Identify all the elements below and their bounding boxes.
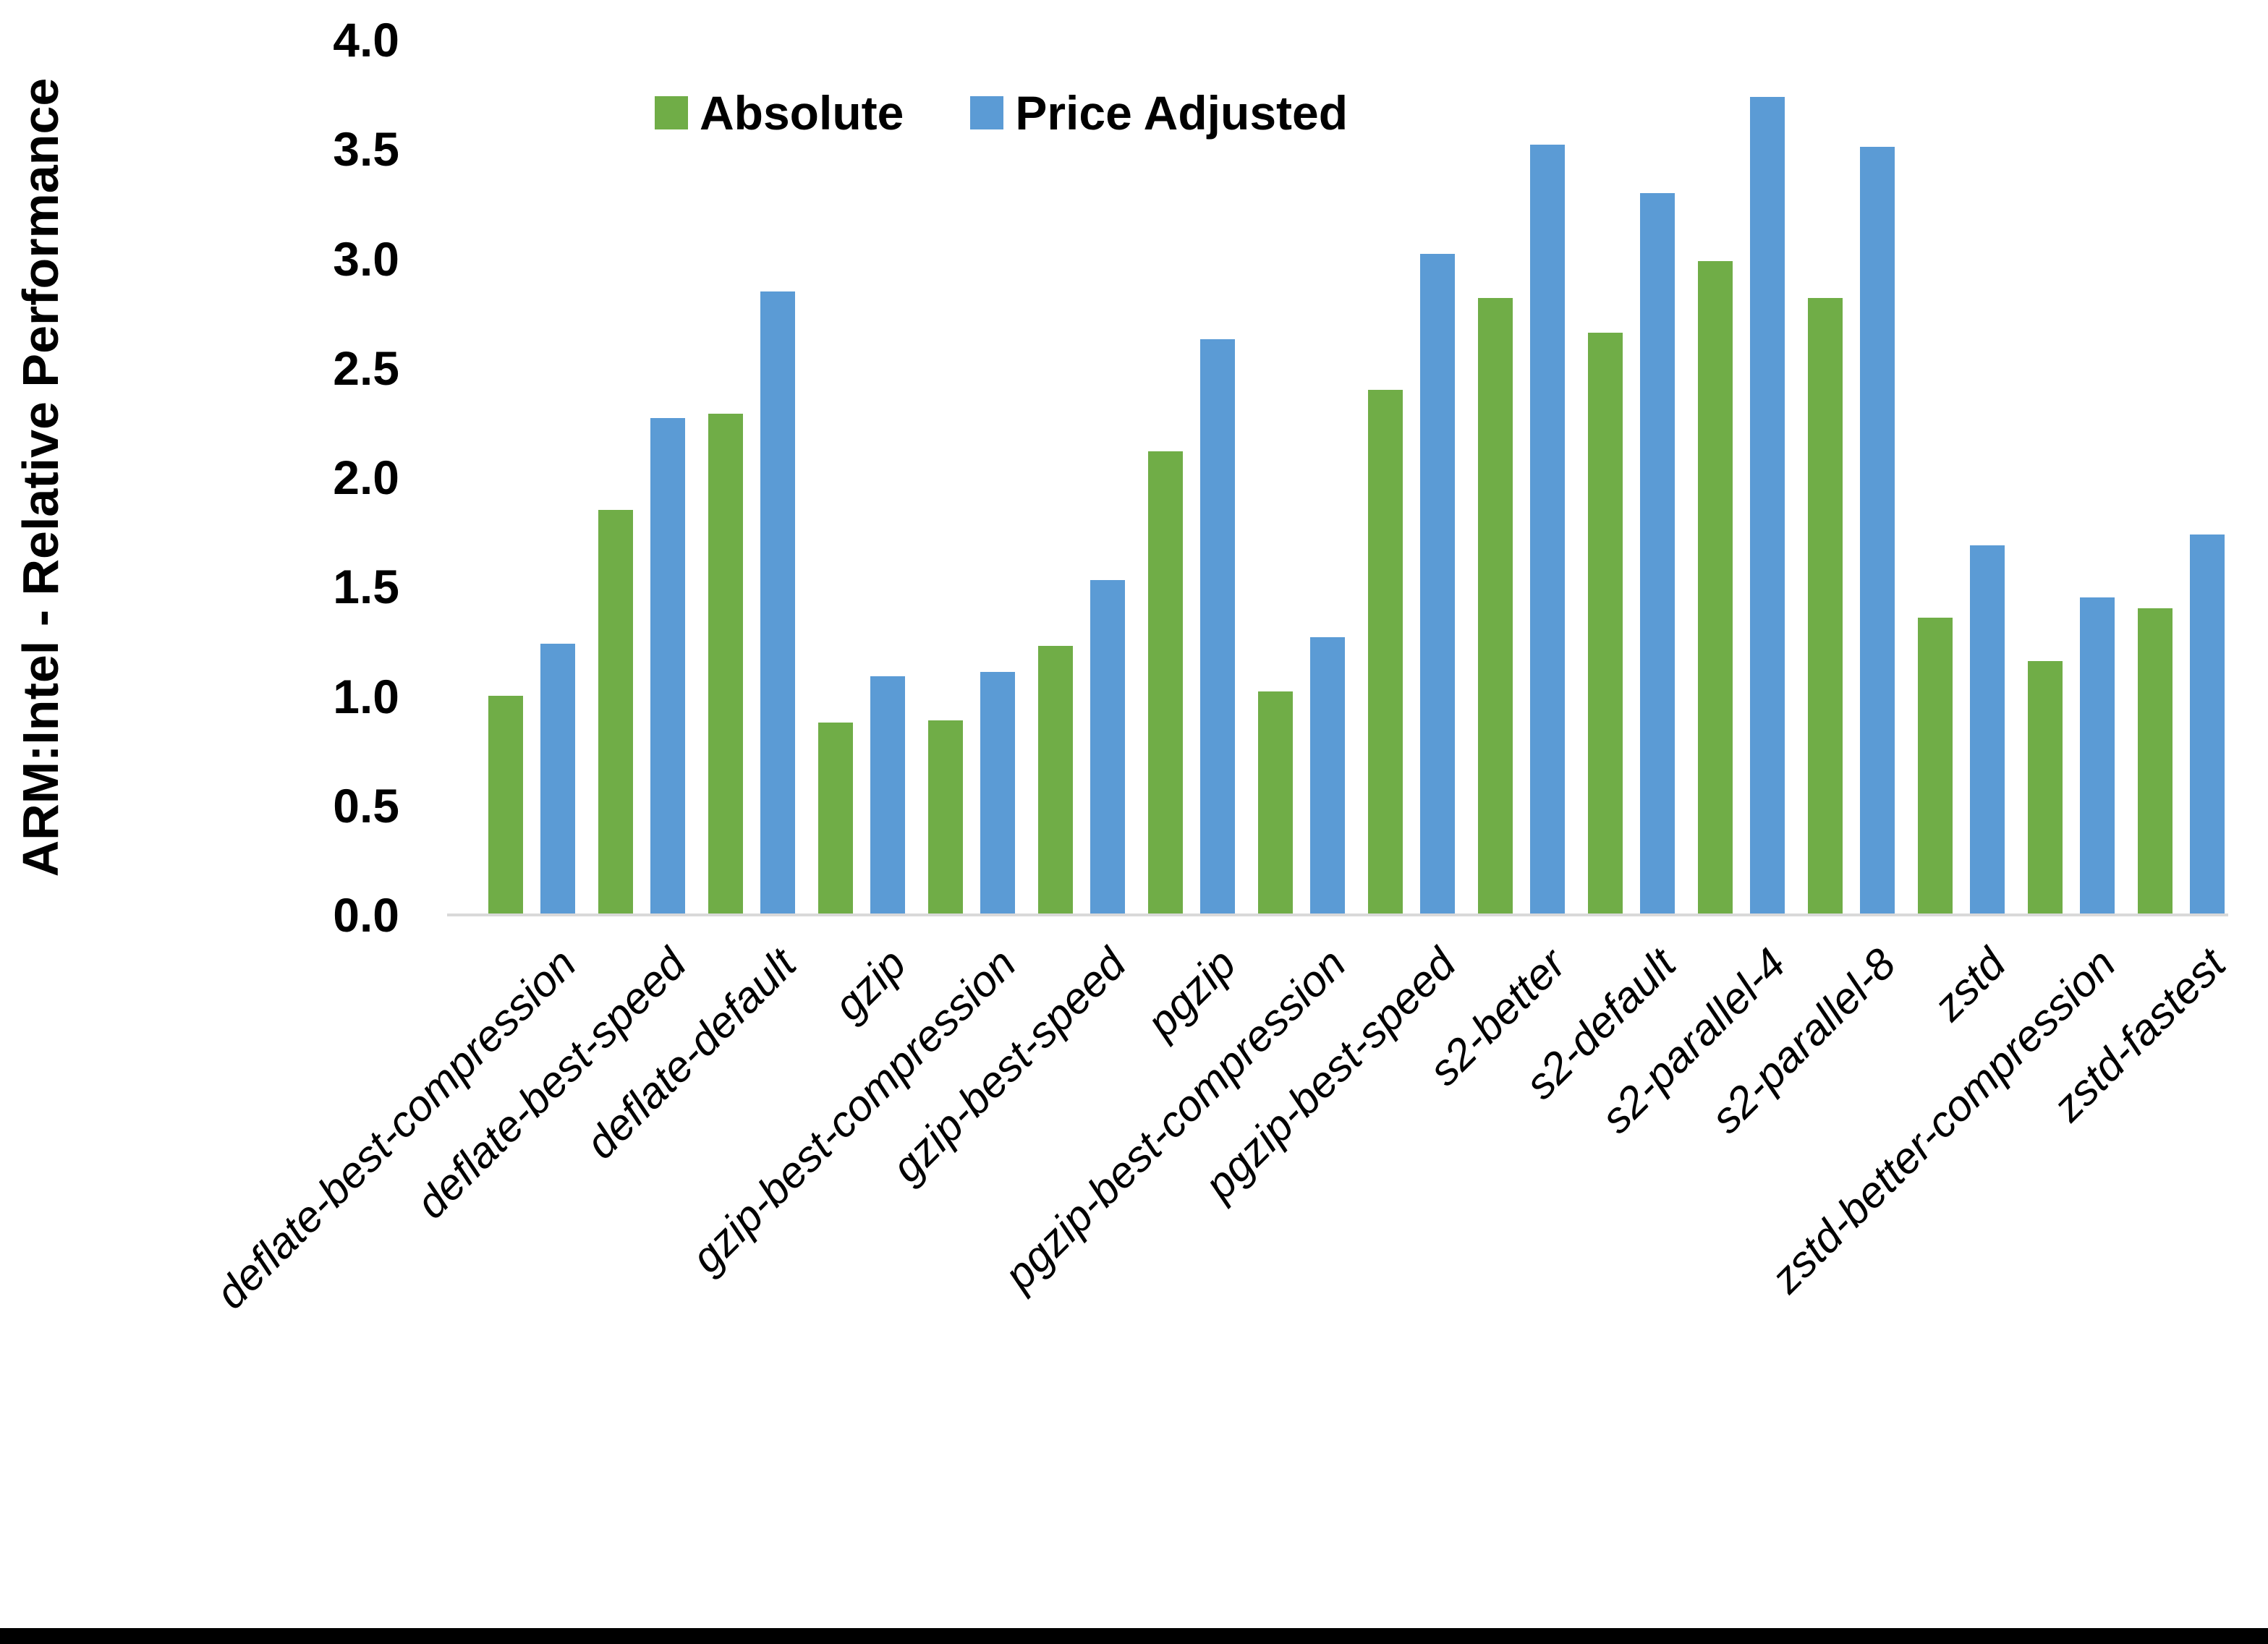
bar-price-adjusted-pgzip-best-speed <box>1420 254 1455 915</box>
bar-price-adjusted-s2-default <box>1640 193 1675 915</box>
bar-price-adjusted-gzip <box>870 676 905 915</box>
y-tick-label-4.0: 4.0 <box>333 13 399 67</box>
bar-absolute-gzip-best-speed <box>1038 646 1073 915</box>
bar-absolute-deflate-default <box>708 414 743 915</box>
legend-swatch-price-adjusted <box>970 96 1004 129</box>
bar-price-adjusted-s2-better <box>1530 145 1565 915</box>
legend: Absolute Price Adjusted <box>655 85 1348 140</box>
bar-price-adjusted-zstd <box>1970 545 2005 915</box>
bar-price-adjusted-deflate-best-compression <box>540 644 575 915</box>
bar-price-adjusted-s2-parallel-8 <box>1860 147 1895 915</box>
bar-price-adjusted-pgzip <box>1200 339 1235 915</box>
legend-swatch-absolute <box>655 96 688 129</box>
bottom-border <box>0 1628 2268 1644</box>
bar-absolute-s2-better <box>1478 298 1513 915</box>
y-tick-label-3.0: 3.0 <box>333 231 399 286</box>
bar-absolute-pgzip-best-speed <box>1368 390 1403 915</box>
bar-absolute-gzip-best-compression <box>928 720 963 915</box>
legend-label-price-adjusted: Price Adjusted <box>1015 86 1349 140</box>
bar-absolute-pgzip-best-compression <box>1258 691 1293 915</box>
legend-item-absolute: Absolute <box>655 85 904 140</box>
x-axis-label-zstd: zstd <box>1924 939 2015 1030</box>
bar-absolute-deflate-best-compression <box>488 696 523 915</box>
y-tick-label-1.5: 1.5 <box>333 560 399 614</box>
y-tick-label-0.5: 0.5 <box>333 778 399 832</box>
legend-item-price-adjusted: Price Adjusted <box>970 85 1348 140</box>
bar-absolute-deflate-best-speed <box>598 510 633 915</box>
bar-price-adjusted-s2-parallel-4 <box>1750 97 1785 915</box>
bar-absolute-pgzip <box>1148 451 1183 915</box>
x-axis-line <box>447 913 2228 916</box>
bar-absolute-s2-parallel-4 <box>1698 261 1733 915</box>
bar-absolute-zstd-fastest <box>2138 608 2173 915</box>
legend-label-absolute: Absolute <box>700 86 904 140</box>
bar-absolute-gzip <box>818 723 853 915</box>
bar-price-adjusted-gzip-best-compression <box>980 672 1015 915</box>
bar-price-adjusted-zstd-better-compression <box>2080 597 2115 915</box>
y-tick-label-1.0: 1.0 <box>333 669 399 723</box>
y-tick-label-3.5: 3.5 <box>333 122 399 176</box>
bar-absolute-s2-default <box>1588 333 1623 915</box>
bar-absolute-zstd <box>1918 618 1953 915</box>
y-tick-label-0.0: 0.0 <box>333 888 399 942</box>
y-tick-label-2.0: 2.0 <box>333 451 399 504</box>
bar-price-adjusted-gzip-best-speed <box>1090 580 1125 915</box>
y-tick-label-2.5: 2.5 <box>333 341 399 395</box>
bar-price-adjusted-deflate-default <box>760 291 795 915</box>
bar-price-adjusted-deflate-best-speed <box>650 418 685 915</box>
bar-price-adjusted-zstd-fastest <box>2190 534 2225 915</box>
bar-absolute-zstd-better-compression <box>2028 661 2063 915</box>
bar-absolute-s2-parallel-8 <box>1808 298 1843 915</box>
bar-price-adjusted-pgzip-best-compression <box>1310 637 1345 915</box>
x-axis-label-gzip: gzip <box>824 939 915 1030</box>
